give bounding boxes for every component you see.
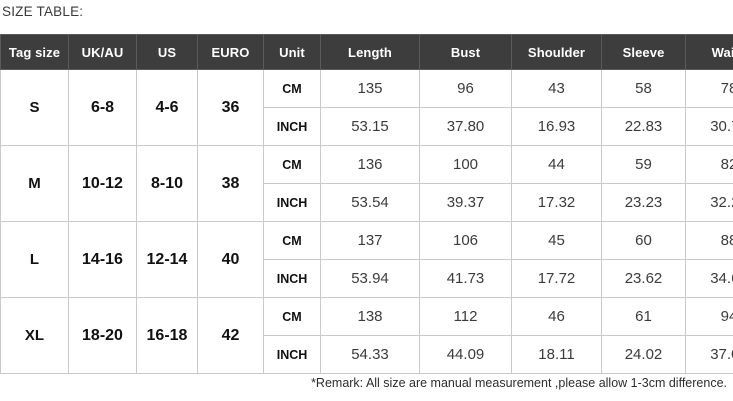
- cell-tag-size: M: [0, 145, 69, 222]
- cell-waist-cm: 94: [685, 297, 733, 336]
- cell-euro: 38: [197, 145, 264, 222]
- cell-shoulder-inch: 18.11: [511, 335, 602, 374]
- column-header-shoulder: Shoulder: [511, 34, 602, 70]
- column-header-bust: Bust: [419, 34, 512, 70]
- cell-unit-inch: INCH: [263, 335, 321, 374]
- column-header-us: US: [136, 34, 198, 70]
- cell-bust-cm: 112: [419, 297, 512, 336]
- table-row: INCH 54.33 44.09 18.11 24.02 37.01: [1, 335, 733, 374]
- size-table: Tag size UK/AU US EURO Unit Length Bust …: [0, 34, 733, 374]
- table-row: INCH 53.15 37.80 16.93 22.83 30.71: [1, 107, 733, 146]
- cell-bust-inch: 39.37: [419, 183, 512, 222]
- cell-waist-inch: 37.01: [685, 335, 733, 374]
- cell-shoulder-cm: 44: [511, 145, 602, 184]
- cell-length-cm: 138: [320, 297, 420, 336]
- cell-euro: 36: [197, 69, 264, 146]
- table-header-row: Tag size UK/AU US EURO Unit Length Bust …: [0, 34, 733, 70]
- size-table-container: Tag size UK/AU US EURO Unit Length Bust …: [0, 34, 733, 374]
- cell-uk-au: 10-12: [68, 145, 137, 222]
- cell-sleeve-cm: 60: [601, 221, 686, 260]
- column-header-tag-size: Tag size: [0, 34, 69, 70]
- cell-shoulder-cm: 46: [511, 297, 602, 336]
- cell-unit-inch: INCH: [263, 259, 321, 298]
- cell-us: 12-14: [136, 221, 198, 298]
- cell-length-inch: 53.15: [320, 107, 420, 146]
- cell-length-inch: 54.33: [320, 335, 420, 374]
- cell-length-inch: 53.94: [320, 259, 420, 298]
- cell-uk-au: 14-16: [68, 221, 137, 298]
- cell-sleeve-cm: 61: [601, 297, 686, 336]
- table-row: XL 18-20 16-18 42 CM 138 112 46 61 94: [0, 297, 733, 374]
- table-row: INCH 53.54 39.37 17.32 23.23 32.28: [1, 183, 733, 222]
- cell-waist-inch: 34.65: [685, 259, 733, 298]
- cell-shoulder-inch: 17.32: [511, 183, 602, 222]
- cell-us: 16-18: [136, 297, 198, 374]
- page-title: SIZE TABLE:: [2, 4, 84, 19]
- cell-bust-cm: 96: [419, 69, 512, 108]
- cell-unit-inch: INCH: [263, 183, 321, 222]
- cell-us: 4-6: [136, 69, 198, 146]
- cell-tag-size: S: [0, 69, 69, 146]
- cell-us: 8-10: [136, 145, 198, 222]
- cell-waist-cm: 82: [685, 145, 733, 184]
- cell-sleeve-inch: 24.02: [601, 335, 686, 374]
- cell-waist-cm: 78: [685, 69, 733, 108]
- cell-shoulder-inch: 16.93: [511, 107, 602, 146]
- table-row: INCH 53.94 41.73 17.72 23.62 34.65: [1, 259, 733, 298]
- column-header-sleeve: Sleeve: [601, 34, 686, 70]
- cell-euro: 40: [197, 221, 264, 298]
- cell-tag-size: L: [0, 221, 69, 298]
- cell-length-cm: 135: [320, 69, 420, 108]
- cell-bust-inch: 37.80: [419, 107, 512, 146]
- cell-waist-inch: 30.71: [685, 107, 733, 146]
- cell-bust-cm: 100: [419, 145, 512, 184]
- cell-length-cm: 136: [320, 145, 420, 184]
- table-row: M 10-12 8-10 38 CM 136 100 44 59 82: [0, 145, 733, 222]
- table-row: L 14-16 12-14 40 CM 137 106 45 60 88: [0, 221, 733, 298]
- cell-sleeve-inch: 23.62: [601, 259, 686, 298]
- cell-unit-cm: CM: [263, 145, 321, 184]
- cell-uk-au: 6-8: [68, 69, 137, 146]
- cell-unit-cm: CM: [263, 69, 321, 108]
- cell-unit-cm: CM: [263, 297, 321, 336]
- column-header-unit: Unit: [263, 34, 321, 70]
- cell-uk-au: 18-20: [68, 297, 137, 374]
- column-header-length: Length: [320, 34, 420, 70]
- cell-sleeve-cm: 59: [601, 145, 686, 184]
- remark-note: *Remark: All size are manual measurement…: [311, 376, 727, 390]
- cell-bust-inch: 41.73: [419, 259, 512, 298]
- cell-waist-inch: 32.28: [685, 183, 733, 222]
- cell-length-inch: 53.54: [320, 183, 420, 222]
- cell-shoulder-inch: 17.72: [511, 259, 602, 298]
- column-header-uk-au: UK/AU: [68, 34, 137, 70]
- cell-length-cm: 137: [320, 221, 420, 260]
- cell-sleeve-inch: 23.23: [601, 183, 686, 222]
- cell-shoulder-cm: 45: [511, 221, 602, 260]
- column-header-waist: Waist: [685, 34, 733, 70]
- cell-bust-cm: 106: [419, 221, 512, 260]
- cell-tag-size: XL: [0, 297, 69, 374]
- cell-unit-inch: INCH: [263, 107, 321, 146]
- cell-waist-cm: 88: [685, 221, 733, 260]
- cell-sleeve-inch: 22.83: [601, 107, 686, 146]
- cell-unit-cm: CM: [263, 221, 321, 260]
- table-row: S 6-8 4-6 36 CM 135 96 43 58 78: [0, 69, 733, 146]
- cell-euro: 42: [197, 297, 264, 374]
- cell-sleeve-cm: 58: [601, 69, 686, 108]
- cell-shoulder-cm: 43: [511, 69, 602, 108]
- column-header-euro: EURO: [197, 34, 264, 70]
- cell-bust-inch: 44.09: [419, 335, 512, 374]
